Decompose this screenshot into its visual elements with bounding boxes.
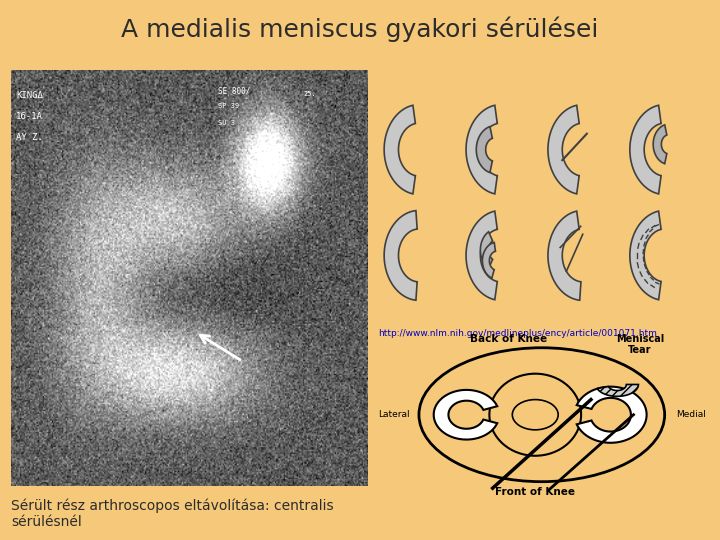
Polygon shape bbox=[466, 211, 498, 300]
Text: Medial: Medial bbox=[676, 410, 706, 419]
Text: 16-1A: 16-1A bbox=[16, 112, 42, 121]
Text: SP 39: SP 39 bbox=[217, 104, 239, 110]
Polygon shape bbox=[477, 126, 492, 173]
Polygon shape bbox=[577, 387, 647, 443]
Text: Lateral: Lateral bbox=[378, 410, 410, 419]
Polygon shape bbox=[548, 105, 579, 194]
Text: Sérült rész arthroscopos eltávolítása: centralis
sérülésnél: Sérült rész arthroscopos eltávolítása: c… bbox=[11, 499, 333, 529]
Polygon shape bbox=[466, 105, 498, 194]
Text: 25.: 25. bbox=[303, 91, 316, 97]
Polygon shape bbox=[548, 211, 581, 300]
Text: Meniscal: Meniscal bbox=[616, 334, 665, 344]
Polygon shape bbox=[482, 242, 495, 278]
Text: Front of Knee: Front of Knee bbox=[495, 488, 575, 497]
Text: A medialis meniscus gyakori sérülései: A medialis meniscus gyakori sérülései bbox=[121, 17, 599, 43]
Text: Tear: Tear bbox=[629, 345, 652, 355]
Polygon shape bbox=[630, 211, 661, 300]
Polygon shape bbox=[653, 125, 667, 164]
Text: SU 3: SU 3 bbox=[217, 120, 235, 126]
Polygon shape bbox=[384, 105, 415, 194]
Text: Back of Knee: Back of Knee bbox=[470, 334, 548, 344]
Polygon shape bbox=[384, 211, 417, 300]
Text: SE 800/: SE 800/ bbox=[217, 87, 250, 96]
Text: http://www.nlm.nih.gov/medlineplus/ency/article/001071.htm: http://www.nlm.nih.gov/medlineplus/ency/… bbox=[378, 328, 657, 338]
Text: KINGΔ: KINGΔ bbox=[16, 91, 42, 100]
Polygon shape bbox=[597, 384, 639, 396]
Text: AY Z.: AY Z. bbox=[16, 132, 42, 141]
Polygon shape bbox=[630, 105, 661, 194]
Polygon shape bbox=[433, 390, 498, 440]
Polygon shape bbox=[480, 232, 492, 268]
